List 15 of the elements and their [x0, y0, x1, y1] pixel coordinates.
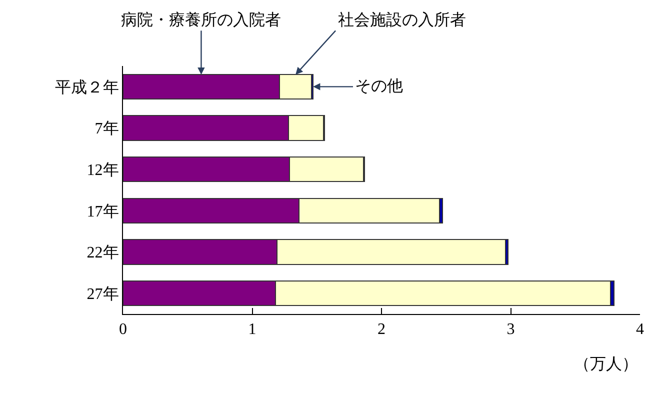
x-tick-label: 4 — [636, 321, 644, 338]
x-tick-label: 2 — [378, 321, 386, 338]
y-tick-label: 平成２年 — [54, 78, 119, 96]
y-tick-label: 7年 — [94, 120, 119, 138]
x-tick-label: 0 — [119, 321, 127, 338]
x-axis-title: （万人） — [574, 356, 638, 373]
y-tick-label: 27年 — [86, 286, 119, 303]
x-tick-label: 3 — [506, 321, 515, 338]
text: その他 — [355, 78, 403, 95]
text: 社会施設の入所者 — [338, 11, 466, 29]
y-tick-label: 12年 — [86, 162, 119, 179]
text: 病院・療養所の入院者 — [121, 11, 281, 29]
x-tick-label: 1 — [248, 321, 256, 338]
y-tick-label: 22年 — [86, 244, 119, 262]
y-tick-label: 17年 — [86, 203, 119, 220]
